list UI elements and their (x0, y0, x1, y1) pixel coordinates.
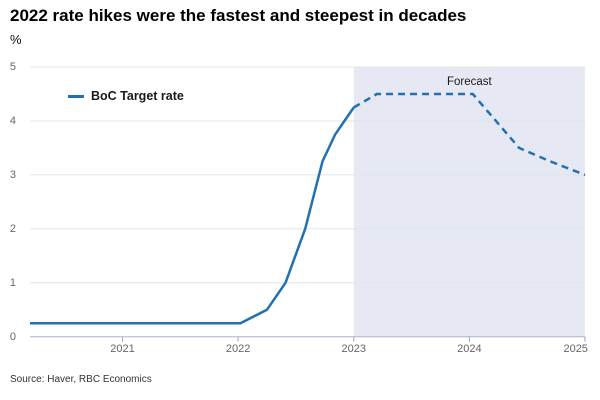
legend-label: BoC Target rate (91, 89, 184, 103)
y-axis-tick-label: 5 (9, 61, 16, 73)
y-axis-tick-label: 1 (9, 276, 16, 289)
forecast-label: Forecast (447, 76, 492, 88)
x-axis-tick-label: 2024 (457, 343, 482, 355)
y-axis-tick-label: 0 (9, 330, 16, 343)
x-axis-tick-marks (122, 336, 586, 342)
actual-rate-line (30, 106, 355, 325)
y-axis-tick-label: 2 (9, 222, 16, 235)
source-note: Source: Haver, RBC Economics (10, 374, 152, 385)
y-axis-unit-label: % (10, 32, 22, 47)
forecast-rate-line (353, 92, 586, 177)
x-axis-tick-label: 2023 (341, 343, 366, 355)
y-axis-tick-label: 4 (9, 114, 16, 127)
x-axis-tick-label: 2025 (563, 343, 588, 355)
x-axis-tick-label: 2021 (110, 343, 135, 355)
chart-title: 2022 rate hikes were the fastest and ste… (10, 6, 467, 25)
forecast-shaded-region (353, 67, 585, 337)
y-axis-tick-label: 3 (9, 168, 16, 181)
x-axis-tick-label: 2022 (225, 343, 251, 355)
legend: BoC Target rate (68, 88, 184, 104)
legend-line-swatch (68, 94, 84, 98)
gridlines (30, 66, 585, 284)
